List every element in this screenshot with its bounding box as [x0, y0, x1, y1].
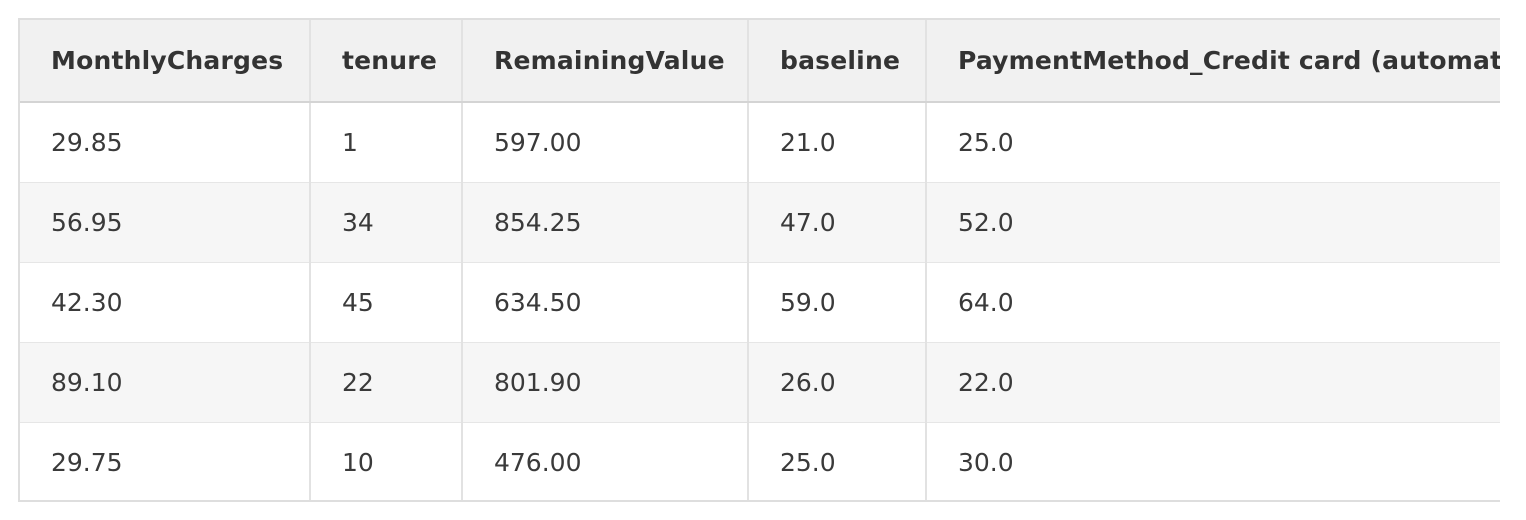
table-cell: 801.90	[462, 342, 749, 423]
table-cell: 10	[310, 422, 463, 500]
table-row: 56.95 34 854.25 47.0 52.0	[20, 182, 1500, 263]
table-cell: 52.0	[926, 182, 1500, 263]
table-cell: 45	[310, 262, 463, 343]
table-cell: 476.00	[462, 422, 749, 500]
table-cell: 22.0	[926, 342, 1500, 423]
table-cell: 56.95	[20, 182, 311, 263]
column-header-paymentmethod-credit-card[interactable]: PaymentMethod_Credit card (automatic)	[926, 20, 1500, 103]
table-cell: 597.00	[462, 102, 749, 183]
table-cell: 34	[310, 182, 463, 263]
column-header-tenure[interactable]: tenure	[310, 20, 463, 103]
column-header-remainingvalue[interactable]: RemainingValue	[462, 20, 749, 103]
table-row: 29.75 10 476.00 25.0 30.0	[20, 422, 1500, 500]
column-header-baseline[interactable]: baseline	[748, 20, 927, 103]
table-cell: 22	[310, 342, 463, 423]
table-cell: 634.50	[462, 262, 749, 343]
data-table: MonthlyCharges tenure RemainingValue bas…	[20, 20, 1500, 500]
table-row: 42.30 45 634.50 59.0 64.0	[20, 262, 1500, 343]
table-cell: 30.0	[926, 422, 1500, 500]
column-header-monthlycharges[interactable]: MonthlyCharges	[20, 20, 311, 103]
table-row: 29.85 1 597.00 21.0 25.0	[20, 102, 1500, 183]
table-cell: 64.0	[926, 262, 1500, 343]
table-cell: 89.10	[20, 342, 311, 423]
table-cell: 29.75	[20, 422, 311, 500]
table-body: 29.85 1 597.00 21.0 25.0 56.95 34 854.25…	[20, 102, 1500, 500]
table-row: 89.10 22 801.90 26.0 22.0	[20, 342, 1500, 423]
table-cell: 47.0	[748, 182, 927, 263]
table-cell: 25.0	[748, 422, 927, 500]
data-table-container[interactable]: MonthlyCharges tenure RemainingValue bas…	[18, 18, 1500, 502]
table-cell: 42.30	[20, 262, 311, 343]
table-cell: 21.0	[748, 102, 927, 183]
table-cell: 59.0	[748, 262, 927, 343]
table-cell: 854.25	[462, 182, 749, 263]
header-row: MonthlyCharges tenure RemainingValue bas…	[20, 20, 1500, 103]
table-cell: 26.0	[748, 342, 927, 423]
table-cell: 25.0	[926, 102, 1500, 183]
table-header: MonthlyCharges tenure RemainingValue bas…	[20, 20, 1500, 103]
table-cell: 1	[310, 102, 463, 183]
table-cell: 29.85	[20, 102, 311, 183]
